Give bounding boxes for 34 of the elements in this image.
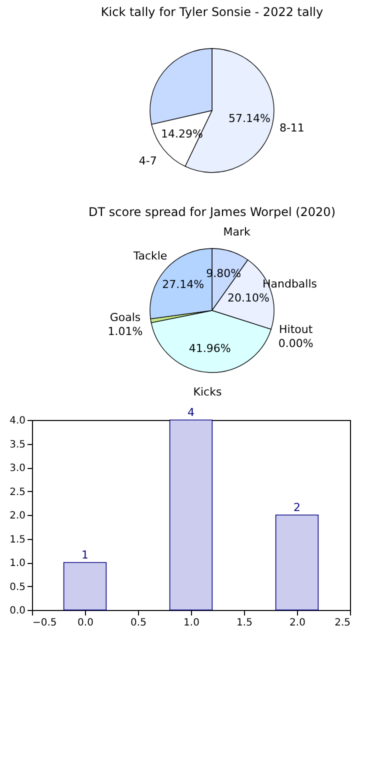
slice-label: Tackle	[132, 250, 168, 263]
slice-label: Kicks	[193, 385, 222, 398]
y-tick-label: 4.0	[10, 416, 26, 426]
y-tick-label: 1.0	[10, 558, 26, 569]
y-tick-label: 3.5	[10, 439, 26, 450]
x-tick-label: 1.5	[236, 618, 252, 628]
data-label: 2	[294, 501, 300, 514]
y-tick-label: 1.5	[10, 534, 26, 546]
y-tick-label: 2.0	[10, 510, 26, 522]
data-label: 1	[82, 548, 88, 562]
slice-label: 4-7	[138, 154, 157, 168]
x-tick-label: 0.0	[78, 618, 94, 628]
data-label: 57.14%	[228, 112, 270, 126]
x-tick-label: −0.5	[32, 618, 57, 628]
x-tick-label: 2.0	[290, 618, 306, 628]
data-label: 27.14%	[162, 278, 204, 292]
slice-label: 8-11	[279, 122, 304, 135]
y-tick-label: 0.0	[10, 606, 26, 616]
y-tick-label: 0.5	[10, 582, 26, 593]
x-tick-label: 2.5	[334, 618, 350, 628]
slice-label: Goals	[110, 311, 141, 324]
chart-title: DT score spread for James Worpel (2020)	[88, 205, 336, 219]
data-label: 20.10%	[227, 291, 270, 304]
x-tick-label: 0.5	[130, 618, 146, 628]
category-label: Hitout	[279, 323, 313, 336]
chart-title: Kick tally for Tyler Sonsie - 2022 tally	[100, 5, 324, 19]
slice-label: Mark	[223, 225, 252, 238]
data-label: 41.96%	[188, 342, 231, 355]
text: 0.00%	[278, 337, 314, 350]
y-tick-label: 3.0	[10, 463, 26, 474]
x-tick-label: 1.0	[184, 618, 200, 628]
data-label: 1.01%	[108, 325, 143, 338]
y-tick-label: 2.5	[10, 486, 26, 498]
data-label: 4	[188, 406, 194, 419]
